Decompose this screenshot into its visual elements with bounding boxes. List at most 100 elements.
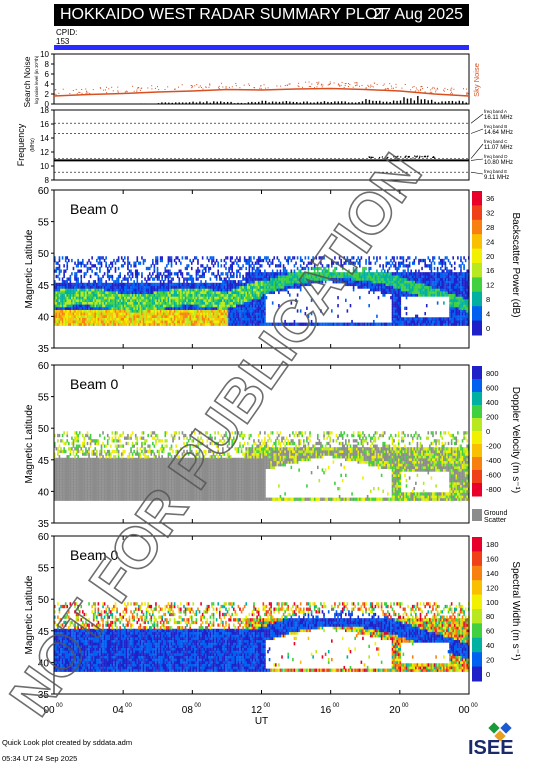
echo-cell — [246, 301, 249, 305]
echo-cell — [155, 322, 157, 326]
echo-cell — [443, 261, 445, 265]
echo-cell — [265, 277, 268, 281]
echo-cell — [393, 306, 395, 310]
echo-cell — [197, 296, 199, 300]
power-panel-colorbar-seg — [472, 263, 482, 278]
echo-cell — [438, 288, 440, 292]
echo-cell — [150, 304, 153, 308]
echo-cell — [194, 304, 196, 308]
echo-cell — [265, 258, 268, 263]
echo-cell — [251, 261, 254, 265]
echo-cell — [262, 317, 265, 321]
echo-cell — [362, 266, 364, 271]
echo-cell — [58, 319, 61, 324]
echo-cell — [180, 309, 182, 313]
echo-cell — [449, 282, 451, 287]
echo-cell — [164, 319, 167, 324]
echo-cell — [218, 314, 221, 318]
echo-cell — [156, 274, 159, 279]
echo-cell — [186, 309, 188, 313]
echo-cell — [248, 256, 251, 260]
echo-cell — [421, 266, 423, 271]
echo-cell — [181, 298, 184, 303]
echo-cell — [96, 288, 98, 292]
echo-cell — [432, 280, 434, 284]
echo-cell — [187, 296, 190, 300]
echo-cell — [393, 277, 395, 281]
echo-cell — [430, 317, 433, 321]
echo-cell — [352, 272, 355, 276]
echo-cell — [410, 280, 412, 284]
echo-cell — [396, 314, 398, 318]
echo-cell — [441, 261, 444, 265]
echo-cell — [209, 290, 212, 295]
echo-cell — [232, 311, 235, 316]
sky-noise-dot — [191, 87, 193, 89]
echo-cell — [215, 309, 218, 313]
echo-cell — [176, 304, 179, 308]
echo-cell — [97, 280, 100, 284]
echo-cell — [461, 319, 464, 324]
echo-cell — [293, 285, 296, 289]
echo-cell — [447, 258, 450, 263]
echo-cell — [424, 264, 426, 268]
echo-cell — [427, 290, 430, 295]
echo-cell — [248, 264, 251, 268]
echo-cell — [450, 290, 453, 295]
echo-cell — [78, 314, 81, 318]
echo-cell — [363, 322, 366, 326]
echo-cell — [120, 322, 123, 326]
echo-cell — [66, 311, 69, 316]
echo-cell — [396, 298, 398, 303]
echo-cell — [228, 317, 230, 321]
echo-cell — [105, 285, 107, 289]
echo-cell — [253, 319, 255, 324]
echo-cell — [55, 293, 58, 297]
echo-cell — [164, 282, 167, 287]
echo-cell — [139, 311, 142, 316]
echo-cell — [383, 293, 386, 297]
echo-cell — [441, 290, 444, 295]
echo-cell — [399, 309, 402, 313]
echo-cell — [57, 274, 59, 279]
echo-cell — [195, 319, 198, 324]
echo-cell — [180, 269, 182, 273]
echo-cell — [427, 264, 430, 268]
echo-cell — [418, 319, 420, 324]
sky-noise-dot — [447, 89, 449, 91]
echo-cell — [148, 293, 151, 297]
echo-cell — [178, 304, 181, 308]
sky-noise-dot — [192, 86, 194, 88]
echo-cell — [144, 317, 146, 321]
echo-cell — [134, 306, 137, 310]
echo-cell — [421, 282, 423, 287]
echo-cell — [401, 280, 403, 284]
echo-cell — [192, 285, 195, 289]
echo-cell — [164, 311, 167, 316]
echo-cell — [197, 319, 199, 324]
echo-cell — [57, 433, 59, 438]
echo-cell — [271, 272, 274, 276]
echo-cell — [170, 314, 173, 318]
echo-cell — [100, 319, 103, 324]
echo-cell — [100, 293, 103, 297]
echo-cell — [150, 293, 153, 297]
echo-cell — [164, 288, 167, 292]
echo-cell — [265, 296, 268, 300]
echo-cell — [355, 269, 358, 273]
echo-cell — [204, 319, 207, 324]
echo-cell — [78, 301, 81, 305]
echo-cell — [248, 258, 251, 263]
echo-cell — [371, 272, 374, 276]
echo-cell — [228, 309, 230, 313]
echo-cell — [189, 319, 191, 324]
echo-cell — [245, 314, 248, 318]
echo-cell — [368, 256, 370, 260]
echo-cell — [103, 272, 106, 276]
echo-cell — [170, 261, 173, 265]
echo-cell — [162, 317, 165, 321]
echo-cell — [180, 314, 182, 318]
echo-cell — [466, 314, 469, 318]
echo-cell — [147, 306, 149, 310]
echo-cell — [424, 277, 426, 281]
